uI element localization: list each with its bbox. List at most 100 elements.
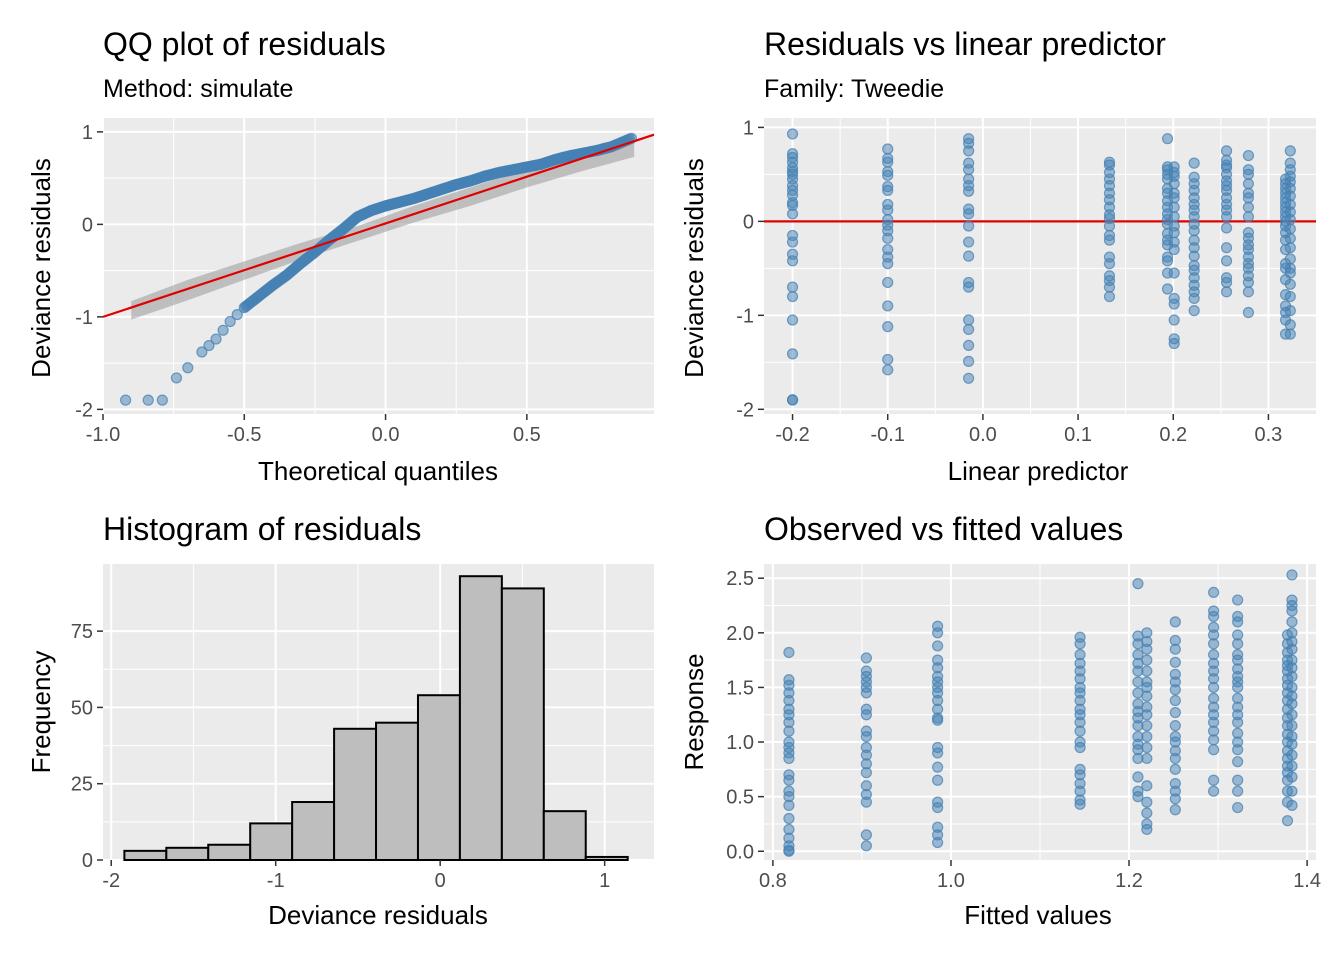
y-tick-label: 0.5	[726, 787, 754, 809]
data-point	[860, 767, 872, 779]
histogram-bar	[416, 694, 461, 861]
qq-axes: -1.0 -0.5 0.0 0.5 -2 -1 0 1	[75, 122, 541, 446]
data-point	[786, 236, 799, 248]
qq-confidence-band	[131, 133, 635, 320]
y-tick-label: 75	[71, 621, 93, 643]
data-point	[783, 752, 795, 765]
data-point	[1242, 211, 1255, 223]
histogram-bar	[249, 822, 294, 862]
data-point	[786, 208, 799, 220]
data-point	[1286, 616, 1298, 628]
hist-axes: -2 -1 0 1 0 25 50 75	[71, 621, 610, 892]
data-point	[786, 348, 799, 360]
histogram-bar	[333, 727, 378, 861]
histogram-bar	[123, 849, 168, 861]
data-point	[1074, 741, 1086, 754]
data-point	[1242, 149, 1255, 162]
x-tick-label: -0.2	[775, 424, 809, 446]
y-tick-label: 25	[71, 774, 93, 796]
data-point	[1169, 706, 1181, 719]
data-point	[1232, 744, 1244, 756]
y-tick-label: 2.0	[726, 623, 754, 645]
x-tick-label: -1	[267, 870, 285, 892]
obs-gridlines	[764, 564, 1316, 860]
qq-ylabel: Deviance residuals	[26, 158, 56, 378]
data-point	[1141, 654, 1153, 666]
obs-points	[783, 569, 1298, 857]
data-point	[1286, 760, 1298, 772]
data-point	[783, 812, 795, 825]
qq-gridlines	[102, 118, 654, 414]
data-point	[1220, 276, 1233, 289]
data-point	[1132, 771, 1144, 783]
data-point	[182, 362, 194, 374]
qq-subtitle: Method: simulate	[103, 75, 293, 103]
data-point	[860, 840, 872, 852]
x-tick-label: 1.2	[1115, 870, 1143, 892]
data-point	[963, 164, 975, 176]
data-point	[932, 774, 944, 786]
data-point	[963, 250, 975, 262]
data-point	[1169, 684, 1181, 696]
data-point	[786, 281, 799, 293]
data-point	[224, 315, 236, 328]
resid-subtitle: Family: Tweedie	[764, 75, 944, 103]
data-point	[1220, 222, 1233, 234]
x-tick-label: 0.8	[759, 870, 787, 892]
resid-plot-area	[764, 118, 1316, 414]
data-point	[783, 774, 795, 786]
data-point	[1141, 690, 1153, 702]
data-point	[1220, 242, 1233, 254]
qq-panel: QQ plot of residuals Method: simulate -1…	[26, 26, 655, 486]
data-point	[882, 276, 894, 289]
resid-title: Residuals vs linear predictor	[764, 26, 1166, 62]
data-point	[1132, 578, 1144, 590]
data-point	[860, 796, 872, 808]
data-point	[1220, 255, 1233, 267]
data-point	[963, 339, 975, 352]
data-point	[1242, 201, 1255, 213]
data-point	[1232, 716, 1244, 728]
data-point	[1168, 337, 1180, 350]
data-point	[786, 290, 799, 303]
hist-xlabel: Deviance residuals	[268, 900, 488, 930]
data-point	[932, 640, 944, 652]
data-point	[1284, 232, 1296, 244]
data-point	[1168, 243, 1180, 256]
data-point	[1286, 720, 1298, 732]
x-tick-label: -0.1	[870, 424, 904, 446]
data-point	[1284, 319, 1296, 331]
data-point	[963, 145, 975, 157]
data-point	[1103, 290, 1116, 303]
obs-ylabel: Response	[679, 653, 709, 770]
data-point	[1103, 220, 1116, 232]
data-point	[963, 185, 975, 197]
data-point	[1168, 178, 1180, 190]
data-point	[1286, 771, 1298, 783]
histogram-bar	[375, 721, 419, 861]
data-point	[1232, 638, 1244, 650]
data-point	[1188, 305, 1200, 317]
x-tick-label: 1	[599, 870, 610, 892]
data-point	[1161, 283, 1174, 295]
histogram-panel: Histogram of residuals -2 -1 0 1 0 25 50 75 Dev…	[26, 511, 654, 930]
x-tick-label: 1.0	[937, 870, 965, 892]
data-point	[1286, 605, 1298, 617]
data-point	[1141, 823, 1153, 836]
data-point	[1286, 749, 1298, 761]
y-tick-label: -2	[75, 399, 93, 421]
obs-xlabel: Fitted values	[964, 900, 1111, 930]
data-point	[786, 394, 799, 406]
data-point	[882, 258, 894, 270]
data-point	[1220, 211, 1233, 223]
data-point	[1286, 670, 1298, 683]
data-point	[932, 627, 944, 639]
data-point	[882, 300, 894, 312]
data-point	[932, 836, 944, 849]
data-point	[231, 308, 243, 321]
data-point	[1242, 178, 1255, 190]
data-point	[882, 353, 894, 366]
data-point	[217, 324, 229, 336]
data-point	[1232, 785, 1244, 797]
data-point	[882, 204, 894, 216]
